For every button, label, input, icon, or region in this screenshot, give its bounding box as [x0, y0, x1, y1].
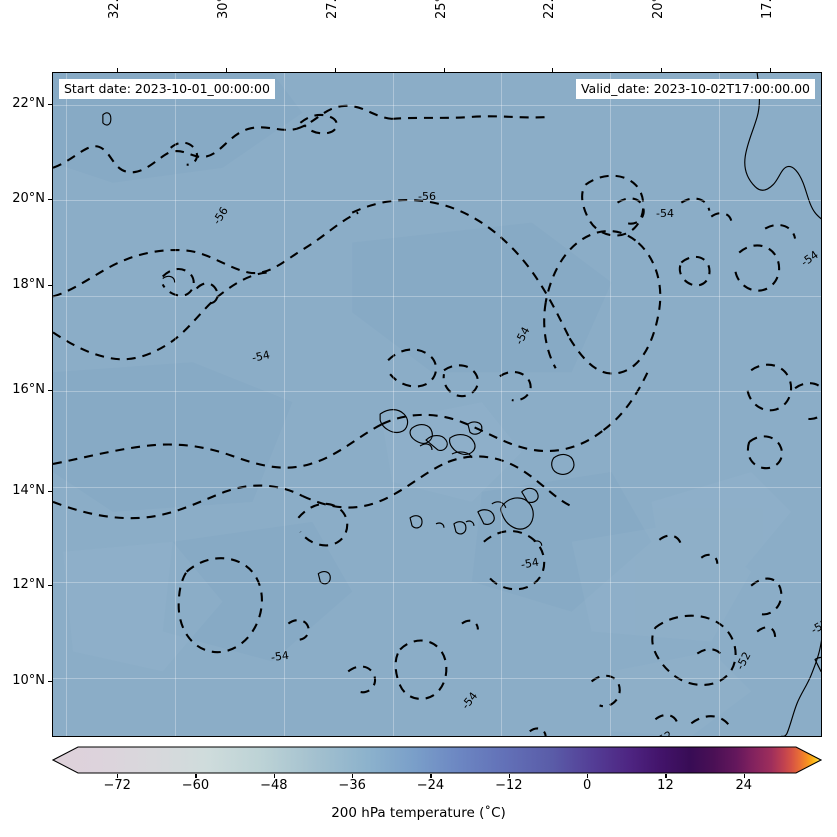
contour-value-label: -54: [513, 325, 533, 347]
colorbar-tick-label: −24: [416, 778, 445, 793]
gridline-horizontal: [53, 105, 821, 106]
longitude-tick-label: 25°W: [434, 0, 449, 19]
longitude-tick-label: 30°W: [216, 0, 231, 19]
gridline-vertical: [719, 73, 720, 736]
colorbar-tick-label: −60: [181, 778, 210, 793]
colorbar-tick-mark: [665, 774, 667, 778]
gridline-horizontal: [53, 678, 821, 679]
latitude-tick-mark: [48, 199, 52, 201]
colorbar-tick-mark: [508, 774, 510, 778]
latitude-tick-mark: [48, 390, 52, 392]
colorbar-axis-label: 200 hPa temperature (˚C): [331, 805, 506, 821]
contour-value-label: -52: [809, 616, 822, 636]
longitude-tick-label: 17.5°W: [760, 0, 775, 19]
contour-value-label: -52: [653, 728, 675, 737]
gridline-horizontal: [53, 296, 821, 297]
colorbar-tick-mark: [352, 774, 354, 778]
colorbar-tick-label: −36: [338, 778, 366, 793]
colorbar-tick-label: 24: [735, 778, 753, 793]
contour-value-label: -54: [656, 207, 674, 220]
gridline-vertical: [610, 73, 611, 736]
longitude-tick-mark: [770, 68, 772, 72]
colorbar-tick-label: −12: [495, 778, 523, 793]
latitude-tick-label: 14°N: [12, 483, 45, 498]
temperature-field: [53, 73, 821, 736]
latitude-tick-label: 16°N: [12, 382, 45, 397]
colorbar-tick-mark: [117, 774, 119, 778]
colorbar-tick-mark: [743, 774, 745, 778]
colorbar[interactable]: [52, 746, 822, 774]
latitude-tick-label: 10°N: [12, 673, 45, 688]
latitude-tick-mark: [48, 104, 52, 106]
gridline-vertical: [175, 73, 176, 736]
gridline-horizontal: [53, 200, 821, 201]
contour-value-label: -54: [270, 649, 290, 664]
longitude-tick-mark: [117, 68, 119, 72]
colorbar-tick-label: −48: [260, 778, 288, 793]
contour-value-label: -56: [418, 190, 436, 203]
latitude-tick-label: 22°N: [12, 96, 45, 111]
contour-value-label: -54: [520, 556, 540, 572]
colorbar-tick-mark: [587, 774, 589, 778]
colorbar-tick-mark: [430, 774, 432, 778]
longitude-tick-label: 22.5°W: [542, 0, 557, 19]
longitude-tick-mark: [335, 68, 337, 72]
latitude-tick-label: 20°N: [12, 191, 45, 206]
longitude-tick-mark: [552, 68, 554, 72]
map-plot-area[interactable]: -56-56-54-54-54-54-54-54-54-54-52-52-52 …: [52, 72, 822, 737]
longitude-tick-mark: [661, 68, 663, 72]
gridline-horizontal: [53, 582, 821, 583]
valid-date-annotation: Valid_date: 2023-10-02T17:00:00.00: [575, 79, 815, 99]
longitude-tick-label: 32.5°W: [107, 0, 122, 19]
start-date-annotation: Start date: 2023-10-01_00:00:00: [59, 79, 275, 99]
latitude-tick-label: 12°N: [12, 577, 45, 592]
gridline-horizontal: [53, 487, 821, 488]
contour-value-label: -54: [799, 248, 821, 269]
gridline-vertical: [284, 73, 285, 736]
latitude-tick-label: 18°N: [12, 277, 45, 292]
contour-value-label: -56: [210, 205, 231, 227]
gridline-vertical: [393, 73, 394, 736]
longitude-tick-mark: [226, 68, 228, 72]
colorbar-gradient: [52, 746, 822, 774]
latitude-tick-mark: [48, 491, 52, 493]
colorbar-tick-label: −72: [103, 778, 131, 793]
colorbar-ticks: −72 −60 −48 −36 −24 −12 0 12 24: [52, 774, 822, 796]
longitude-tick-mark: [444, 68, 446, 72]
gridline-vertical: [501, 73, 502, 736]
contour-labels: -56-56-54-54-54-54-54-54-54-54-52-52-52: [210, 190, 822, 737]
contour-value-label: -52: [734, 650, 754, 672]
latitude-tick-mark: [48, 585, 52, 587]
latitude-tick-mark: [48, 285, 52, 287]
gridline-vertical: [66, 73, 67, 736]
gridline-horizontal: [53, 391, 821, 392]
colorbar-tick-label: 0: [582, 778, 592, 793]
colorbar-tick-mark: [195, 774, 197, 778]
longitude-tick-label: 20°W: [651, 0, 666, 19]
contour-value-label: -54: [251, 348, 271, 364]
latitude-tick-mark: [48, 681, 52, 683]
longitude-tick-label: 27.5°W: [325, 0, 340, 19]
colorbar-tick-label: 12: [657, 778, 674, 793]
colorbar-tick-mark: [273, 774, 275, 778]
contour-value-label: -54: [459, 690, 480, 712]
